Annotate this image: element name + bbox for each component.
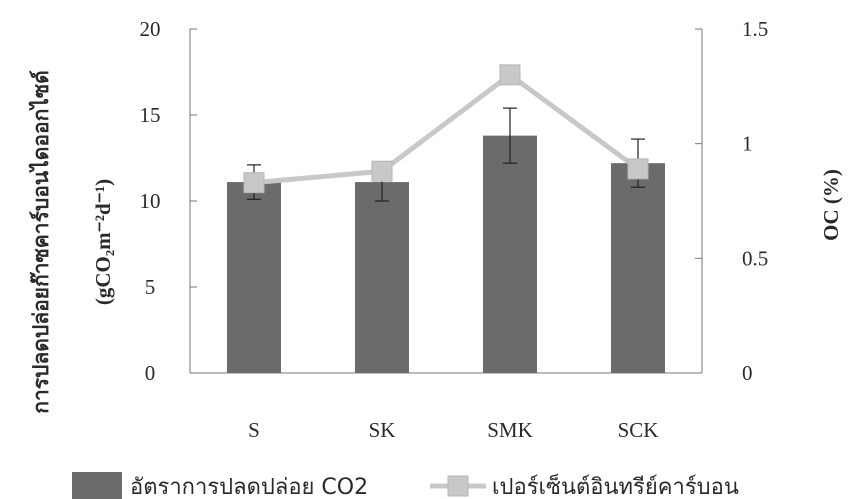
right-axis-title: OC (%) (819, 169, 843, 241)
line-point (499, 64, 521, 86)
line-point (371, 160, 393, 182)
legend: อัตราการปลดปล่อย CO2 เปอร์เซ็นต์อินทรีย์ค… (72, 472, 739, 499)
bar (355, 182, 409, 373)
legend-label-line: เปอร์เซ็นต์อินทรีย์คาร์บอน (492, 472, 739, 499)
right-tick-label: 1.5 (742, 17, 768, 41)
bar (227, 182, 281, 373)
left-tick-label: 0 (145, 361, 156, 385)
right-tick-label: 1 (742, 132, 753, 156)
bars-layer (227, 107, 665, 373)
line-point (243, 172, 265, 194)
right-tick-label: 0 (742, 361, 753, 385)
x-tick-label: SMK (487, 418, 533, 442)
legend-swatch-bar (72, 472, 122, 499)
x-tick-label: SCK (618, 418, 659, 442)
left-tick-label: 10 (140, 189, 161, 213)
series-line (253, 71, 640, 186)
x-tick-label: SK (369, 418, 396, 442)
line-layer (243, 64, 649, 194)
line-point (627, 158, 649, 180)
left-tick-label: 15 (140, 103, 161, 127)
left-tick-label: 5 (145, 275, 156, 299)
legend-swatch-marker (447, 475, 469, 497)
left-axis-title: การปลดปล่อยก๊าซคาร์บอนไดออกไซด์ (gCO₂m⁻²… (28, 70, 115, 414)
legend-label-bar: อัตราการปลดปล่อย CO2 (130, 475, 368, 499)
bar (611, 163, 665, 373)
right-tick-label: 0.5 (742, 246, 768, 270)
ticks-layer: 0 5 10 15 20 0 0.5 1 1.5 S SK SMK SCK (140, 17, 769, 442)
left-axis-title-line2: (gCO₂m⁻²d⁻¹) (91, 179, 115, 305)
bar (483, 135, 537, 373)
left-tick-label: 20 (140, 17, 161, 41)
x-tick-label: S (248, 418, 260, 442)
left-axis-title-line1: การปลดปล่อยก๊าซคาร์บอนไดออกไซด์ (28, 70, 53, 414)
